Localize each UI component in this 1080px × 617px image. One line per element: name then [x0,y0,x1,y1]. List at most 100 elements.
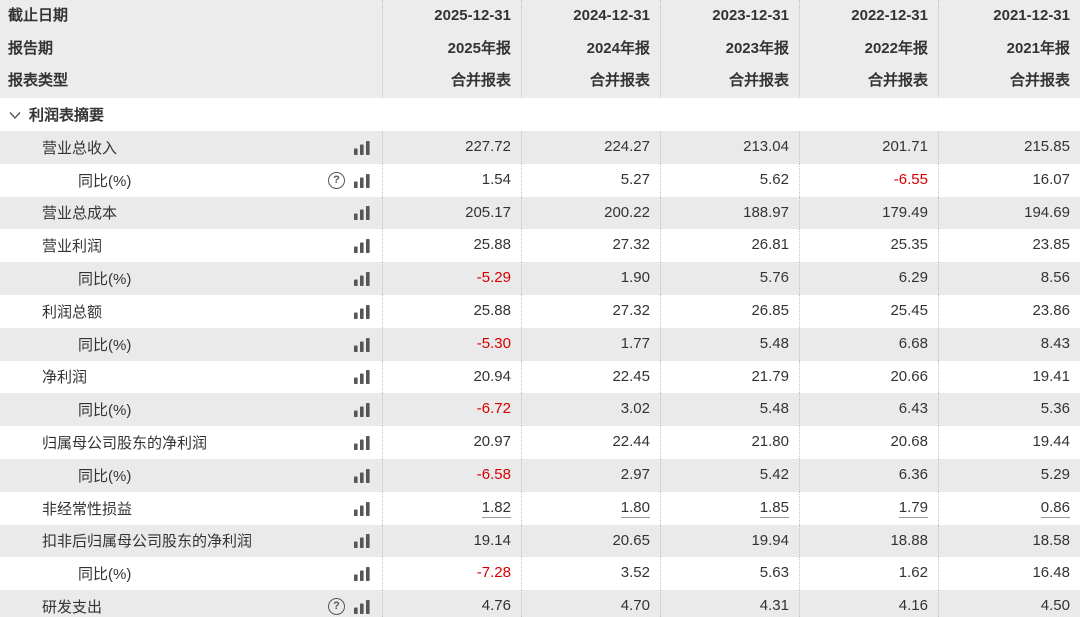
bar-chart-icon[interactable] [353,271,372,287]
bar-chart-icon[interactable] [353,402,372,418]
value-cell: 1.54 [382,163,521,197]
table-row: 营业利润 25.88 27.32 26.81 25.35 23.85 [0,229,1080,263]
row-icons [353,435,372,451]
value-cell: 200.22 [521,196,660,230]
row-icons [353,402,372,418]
row-label: 同比(%) [78,566,132,584]
value-cell: 23.85 [938,229,1080,263]
value-cell: 179.49 [799,196,938,230]
value-text: 5.48 [759,400,789,418]
value-cell: 6.68 [799,327,938,361]
value-text: 16.48 [1032,564,1070,582]
table-row: 同比(%) -5.29 1.90 5.76 6.29 8.56 [0,262,1080,295]
value-text: 21.80 [751,433,789,451]
row-label: 非经常性损益 [42,500,133,518]
value-text: 4.70 [620,597,650,615]
value-text: 20.68 [890,433,928,451]
value-text: 22.44 [612,433,650,451]
bar-chart-icon[interactable] [353,599,372,615]
value-text: 5.63 [759,564,789,582]
bar-chart-icon[interactable] [353,501,372,516]
question-circle-icon[interactable]: ? [328,598,345,616]
value-cell: 26.81 [660,229,799,263]
value-text: 201.71 [882,138,928,155]
value-text: 25.88 [473,301,511,319]
row-label: 营业利润 [42,238,103,256]
value-text: 179.49 [882,203,928,221]
row-label-cell: 扣非后归属母公司股东的净利润 [0,525,382,558]
value-text: 5.29 [1040,465,1070,483]
value-cell: 1.82 [382,491,521,525]
value-cell: 21.79 [660,360,799,394]
header-column-date: 2024-12-31 [573,7,650,24]
value-cell: 8.56 [938,262,1080,295]
bar-chart-icon[interactable] [353,566,372,582]
row-label: 净利润 [42,369,88,387]
value-cell: 227.72 [382,131,521,164]
value-cell: 4.16 [799,590,938,617]
table-body: 营业总收入 227.72 224.27 213.04 201.71 215.85 同比(%)… [0,131,1080,617]
value-text: 19.44 [1032,433,1070,451]
bar-chart-icon[interactable] [353,173,372,188]
row-icons [353,337,372,352]
value-cell: 5.48 [660,393,799,427]
bar-chart-icon[interactable] [353,304,372,319]
bar-chart-icon[interactable] [353,435,372,451]
row-label-cell: 同比(%) [0,393,382,426]
header-label-end-date: 截止日期 [8,7,69,24]
row-label: 利润总额 [42,303,103,321]
value-cell: 20.97 [382,426,521,459]
value-cell: 205.17 [382,196,521,230]
value-text: 188.97 [743,203,789,221]
value-cell: 20.94 [382,360,521,394]
value-text[interactable]: 1.79 [898,498,928,518]
section-header-income-statement[interactable]: 利润表摘要 [0,98,1080,131]
row-label-cell: 非经常性损益 [0,492,382,525]
value-cell: 8.43 [938,327,1080,361]
bar-chart-icon[interactable] [353,140,372,155]
bar-chart-icon[interactable] [353,238,372,254]
table-row: 同比(%) -5.30 1.77 5.48 6.68 8.43 [0,327,1080,361]
chevron-down-icon[interactable] [8,108,22,122]
question-circle-icon[interactable]: ? [328,171,345,189]
value-cell: 1.80 [521,491,660,525]
value-cell: 201.71 [799,131,938,164]
value-cell: 18.88 [799,524,938,558]
row-icons [353,501,372,516]
value-text[interactable]: 1.80 [620,498,650,518]
value-cell: 6.43 [799,393,938,427]
value-text: 224.27 [604,138,650,155]
header-label-report-type: 报表类型 [8,72,69,90]
value-cell: 25.88 [382,294,521,328]
value-text[interactable]: 1.85 [759,498,789,518]
value-cell: 6.29 [799,262,938,295]
value-text: 20.94 [473,367,511,385]
value-cell: 213.04 [660,131,799,164]
value-text: 19.41 [1032,367,1070,385]
value-cell: 27.32 [521,229,660,263]
bar-chart-icon[interactable] [353,468,372,483]
value-text: 5.76 [759,269,789,287]
value-cell: 1.90 [521,262,660,295]
value-text: 1.77 [620,334,650,352]
value-cell: 27.32 [521,294,660,328]
header-label-report-period: 报告期 [8,39,54,57]
row-label: 营业总收入 [42,139,118,157]
row-icons [353,369,372,385]
row-label-cell: 营业总收入 [0,131,382,164]
bar-chart-icon[interactable] [353,533,372,549]
value-text[interactable]: 0.86 [1040,498,1070,518]
value-cell: 0.86 [938,491,1080,525]
value-text: 227.72 [465,138,511,155]
bar-chart-icon[interactable] [353,337,372,352]
bar-chart-icon[interactable] [353,369,372,385]
value-text: 23.86 [1032,301,1070,319]
value-text: -6.58 [476,465,511,483]
row-label: 扣非后归属母公司股东的净利润 [42,533,253,551]
value-text[interactable]: 1.82 [481,498,511,518]
header-column-type: 合并报表 [1009,72,1070,90]
value-text: 27.32 [612,301,650,319]
bar-chart-icon[interactable] [353,205,372,221]
value-cell: 1.85 [660,491,799,525]
